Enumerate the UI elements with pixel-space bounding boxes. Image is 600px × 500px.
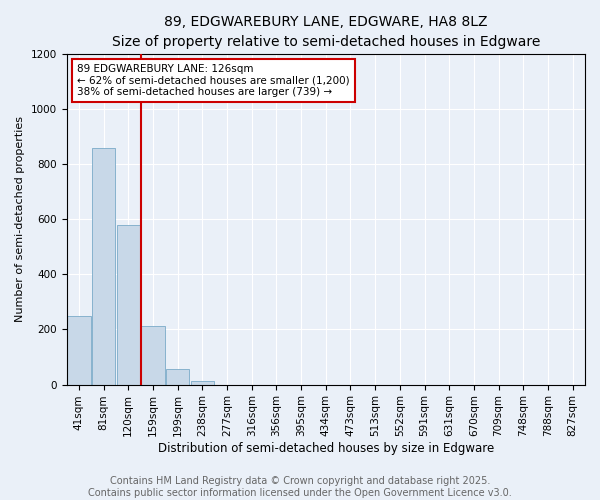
Bar xyxy=(92,148,115,384)
Bar xyxy=(166,370,190,384)
Bar xyxy=(116,226,140,384)
Y-axis label: Number of semi-detached properties: Number of semi-detached properties xyxy=(15,116,25,322)
Text: 89 EDGWAREBURY LANE: 126sqm
← 62% of semi-detached houses are smaller (1,200)
38: 89 EDGWAREBURY LANE: 126sqm ← 62% of sem… xyxy=(77,64,350,97)
Bar xyxy=(141,326,164,384)
Bar xyxy=(67,316,91,384)
X-axis label: Distribution of semi-detached houses by size in Edgware: Distribution of semi-detached houses by … xyxy=(158,442,494,455)
Title: 89, EDGWAREBURY LANE, EDGWARE, HA8 8LZ
Size of property relative to semi-detache: 89, EDGWAREBURY LANE, EDGWARE, HA8 8LZ S… xyxy=(112,15,540,48)
Bar xyxy=(191,382,214,384)
Text: Contains HM Land Registry data © Crown copyright and database right 2025.
Contai: Contains HM Land Registry data © Crown c… xyxy=(88,476,512,498)
